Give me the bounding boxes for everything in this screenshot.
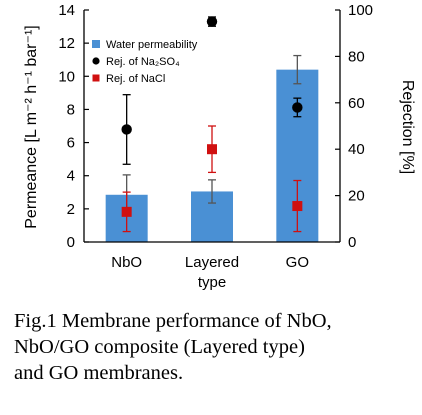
left-tick-label-3: 6	[67, 135, 75, 152]
category-label-1: Layered type	[185, 254, 239, 291]
legend-label-na2so4: Rej. of Na₂SO₄	[106, 56, 180, 68]
right-tick-label-5: 100	[348, 2, 373, 19]
right-tick-label-0: 0	[348, 234, 356, 251]
right-tick-label-1: 20	[348, 188, 365, 205]
right-tick-label-4: 80	[348, 48, 365, 65]
category-label-0: NbO	[111, 254, 142, 271]
caption-line-1: Fig.1 Membrane performance of NbO,	[14, 310, 332, 332]
right-axis-title: Rejection [%]	[399, 80, 416, 174]
chart-area: 0 2 4 6 8 10 12 14 0 20 40 60 80 100 NbO Layered type GO …	[23, 2, 416, 291]
legend-swatch-nacl	[92, 74, 100, 82]
rejection-nacl-point-1	[207, 144, 217, 155]
caption-line-3: and GO membranes.	[14, 362, 184, 384]
rejection-nacl-point-2	[292, 201, 303, 212]
rejection-na2so4-point-0	[121, 124, 132, 135]
figure-caption: Fig.1 Membrane performance of NbO, NbO/G…	[14, 308, 414, 386]
rejection-na2so4-point-1	[206, 16, 218, 27]
right-tick-label-3: 60	[348, 95, 365, 112]
legend-item-na2so4: Rej. of Na₂SO₄	[92, 56, 180, 68]
bar-error-1	[208, 179, 216, 204]
legend-swatch-water-permeability	[92, 40, 100, 48]
points-layer	[121, 16, 303, 233]
legend-item-nacl: Rej. of NaCl	[92, 73, 165, 85]
caption-line-2: NbO/GO composite (Layered type)	[14, 336, 305, 358]
axes-layer: 0 2 4 6 8 10 12 14 0 20 40 60 80 100 NbO Layered type GO	[58, 2, 373, 291]
category-label-2: GO	[286, 254, 309, 271]
legend-label-nacl: Rej. of NaCl	[106, 73, 165, 85]
left-tick-label-6: 12	[58, 35, 75, 52]
bar-error-2	[293, 54, 302, 85]
left-tick-label-0: 0	[67, 234, 75, 251]
left-tick-label-5: 10	[58, 68, 75, 85]
legend-item-water-permeability: Water permeability	[92, 39, 198, 51]
left-tick-label-1: 2	[67, 201, 75, 218]
left-axis-title: Permeance [L m⁻² h⁻¹ bar⁻¹]	[23, 25, 40, 228]
left-tick-label-7: 14	[58, 2, 75, 19]
rejection-nacl-point-0	[121, 206, 132, 217]
legend-label-water-permeability: Water permeability	[106, 39, 198, 51]
right-tick-label-2: 40	[348, 141, 365, 158]
left-tick-label-4: 8	[67, 101, 75, 118]
legend-swatch-na2so4	[92, 57, 100, 65]
rejection-na2so4-point-2	[292, 102, 303, 113]
left-tick-label-2: 4	[67, 168, 75, 185]
legend: Water permeability Rej. of Na₂SO₄ Rej. of …	[92, 39, 198, 85]
